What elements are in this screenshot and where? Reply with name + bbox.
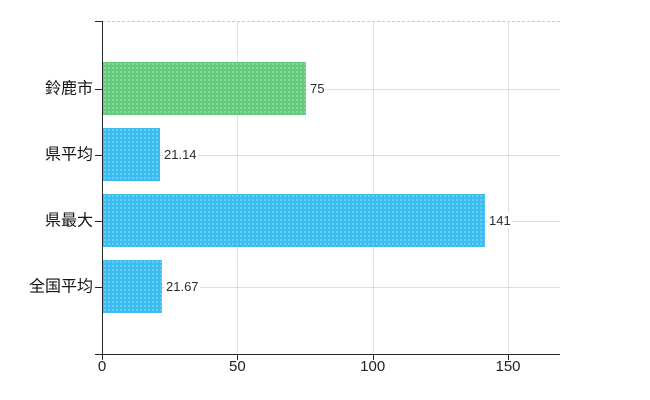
- value-label-prefecture-max: 141: [488, 212, 512, 229]
- value-label-prefecture-average: 21.14: [163, 146, 198, 163]
- value-label-national-average: 21.67: [165, 278, 200, 295]
- x-tick-label: 100: [360, 358, 386, 375]
- y-axis-tick: [95, 89, 102, 90]
- vertical-gridline: [237, 21, 239, 354]
- y-axis-line: [102, 21, 103, 355]
- x-tick-label: 150: [495, 358, 521, 375]
- x-axis-line: [95, 354, 560, 355]
- x-tick-label: 0: [97, 358, 107, 375]
- bar-suzuka-city: [103, 62, 306, 115]
- value-label-suzuka-city: 75: [309, 80, 326, 97]
- x-tick-label: 50: [228, 358, 246, 375]
- bar-national-average: [103, 260, 162, 313]
- horizontal-gridline: [103, 155, 560, 156]
- category-label-suzuka-city: 鈴鹿市: [44, 79, 93, 97]
- y-axis-tick: [95, 221, 102, 222]
- bar-prefecture-max: [103, 194, 485, 247]
- plot-top-border: [102, 21, 560, 22]
- category-label-prefecture-max: 県最大: [44, 211, 93, 229]
- vertical-gridline: [508, 21, 510, 354]
- x-axis-tick: [372, 355, 374, 360]
- y-axis-top-tick: [95, 21, 102, 22]
- x-axis-tick: [102, 355, 103, 360]
- x-axis-tick: [237, 355, 239, 360]
- y-axis-tick: [95, 155, 102, 156]
- horizontal-gridline: [103, 89, 560, 90]
- horizontal-gridline: [103, 287, 560, 288]
- x-axis-tick: [508, 355, 510, 360]
- bar-prefecture-average: [103, 128, 160, 181]
- category-label-national-average: 全国平均: [28, 277, 93, 295]
- vertical-gridline: [372, 21, 374, 354]
- y-axis-tick: [95, 287, 102, 288]
- category-label-prefecture-average: 県平均: [44, 145, 93, 163]
